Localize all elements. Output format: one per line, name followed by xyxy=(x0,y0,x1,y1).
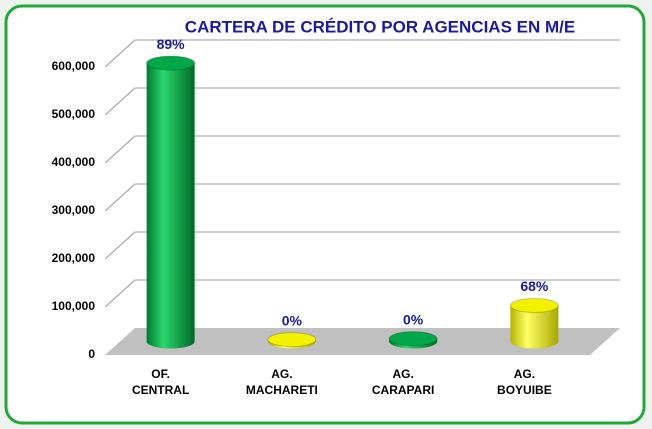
grid-line xyxy=(104,39,620,68)
bar-top xyxy=(388,331,438,347)
x-tick-label: AG. BOYUIBE xyxy=(497,367,552,397)
grid-line xyxy=(104,87,620,116)
grid-line xyxy=(104,135,620,164)
y-tick-label: 100,000 xyxy=(52,299,96,313)
bar xyxy=(388,331,438,349)
x-tick-label-line: AG. xyxy=(514,367,535,381)
annotation: 89% xyxy=(157,36,186,52)
annotation: 0% xyxy=(403,311,424,327)
y-tick-label: 0 xyxy=(88,347,95,361)
bar xyxy=(509,298,559,349)
bar-body xyxy=(146,63,195,349)
grid-line xyxy=(104,279,620,308)
y-tick-label: 500,000 xyxy=(52,107,96,121)
x-tick-label-line: BOYUIBE xyxy=(497,383,552,397)
x-tick-label-line: AG. xyxy=(392,367,413,381)
bar-body xyxy=(510,305,559,349)
bar xyxy=(146,55,196,349)
y-tick-label: 200,000 xyxy=(52,251,96,265)
x-tick-label: AG. MACHARETI xyxy=(246,367,318,397)
x-tick-label: OF. CENTRAL xyxy=(132,367,189,397)
bar-top xyxy=(509,298,559,313)
grid-line xyxy=(104,231,620,260)
bar-top xyxy=(146,55,196,71)
bar xyxy=(267,332,317,349)
x-tick-label: AG. CARAPARI xyxy=(372,367,434,397)
x-tick-label-line: AG. xyxy=(271,367,292,381)
x-tick-label-line: CENTRAL xyxy=(132,383,189,397)
chart-title: CARTERA DE CRÉDITO POR AGENCIAS EN M/E xyxy=(185,17,575,36)
y-tick-label: 600,000 xyxy=(52,59,96,73)
x-tick-label-line: MACHARETI xyxy=(246,383,318,397)
annotation: 0% xyxy=(282,312,303,328)
floor xyxy=(105,328,620,355)
bar-top xyxy=(267,332,317,348)
annotation: 68% xyxy=(520,278,549,294)
y-tick-label: 300,000 xyxy=(52,203,96,217)
grid-line xyxy=(104,183,620,212)
y-tick-label: 400,000 xyxy=(52,155,96,169)
x-tick-label-line: OF. xyxy=(151,367,170,381)
frame xyxy=(4,4,646,425)
x-tick-label-line: CARAPARI xyxy=(372,383,434,397)
